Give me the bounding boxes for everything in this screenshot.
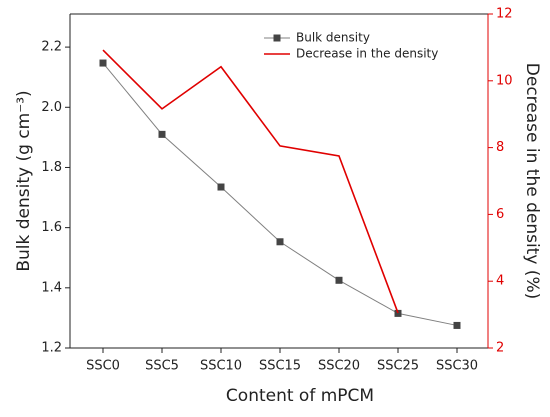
y-tick-label: 1.4 (41, 280, 62, 295)
data-point (158, 130, 166, 138)
data-point (335, 276, 343, 284)
y2-tick-label: 2 (496, 341, 504, 356)
legend-marker (273, 34, 281, 42)
y2-tick-label: 6 (496, 207, 504, 222)
x-tick-label: SSC10 (200, 359, 242, 374)
x-tick-label: SSC5 (145, 359, 179, 374)
y2-tick-label: 12 (496, 7, 513, 22)
x-tick-label: SSC15 (259, 359, 301, 374)
y-tick-label: 1.6 (41, 220, 62, 235)
data-point (453, 321, 461, 329)
y2-tick-label: 8 (496, 140, 504, 155)
data-point (99, 59, 107, 67)
x-tick-label: SSC20 (318, 359, 360, 374)
series-line (102, 49, 399, 314)
y-tick-label: 2.0 (41, 100, 62, 115)
x-tick-label: SSC25 (377, 359, 419, 374)
y-tick-label: 2.2 (41, 40, 62, 55)
data-point (276, 238, 284, 246)
y2-tick-label: 4 (496, 274, 504, 289)
y-tick-label: 1.8 (41, 160, 62, 175)
y2-tick-label: 10 (496, 73, 513, 88)
legend-label: Bulk density (296, 31, 370, 45)
y2-axis-label: Decrease in the density (%) (522, 63, 542, 299)
y-axis-label: Bulk density (g cm⁻³) (14, 90, 34, 271)
y-tick-label: 1.2 (41, 341, 62, 356)
x-tick-label: SSC30 (436, 359, 478, 374)
x-axis-label: Content of mPCM (226, 386, 374, 406)
legend-label: Decrease in the density (296, 47, 438, 61)
x-tick-label: SSC0 (86, 359, 120, 374)
data-point (394, 309, 402, 317)
data-point (217, 183, 225, 191)
